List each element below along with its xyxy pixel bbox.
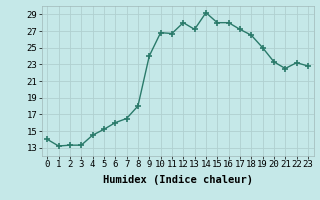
X-axis label: Humidex (Indice chaleur): Humidex (Indice chaleur): [103, 175, 252, 185]
